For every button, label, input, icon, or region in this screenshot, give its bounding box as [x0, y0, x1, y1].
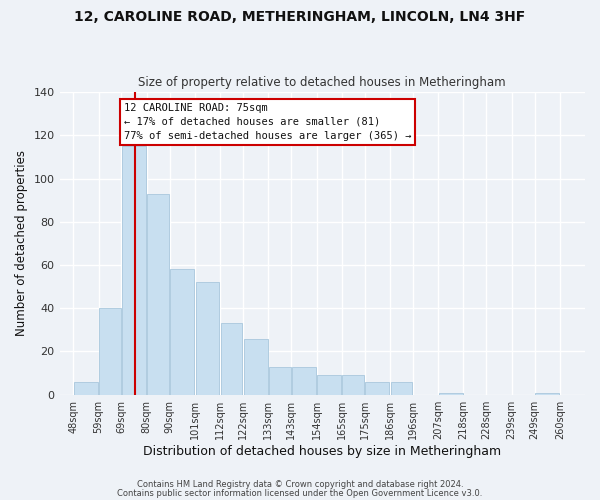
Bar: [365, 382, 389, 394]
Bar: [148, 194, 169, 394]
Bar: [292, 366, 316, 394]
Bar: [317, 376, 341, 394]
Bar: [343, 376, 364, 394]
Text: 12 CAROLINE ROAD: 75sqm
← 17% of detached houses are smaller (81)
77% of semi-de: 12 CAROLINE ROAD: 75sqm ← 17% of detache…: [124, 103, 411, 141]
Bar: [74, 382, 98, 394]
Text: 12, CAROLINE ROAD, METHERINGHAM, LINCOLN, LN4 3HF: 12, CAROLINE ROAD, METHERINGHAM, LINCOLN…: [74, 10, 526, 24]
X-axis label: Distribution of detached houses by size in Metheringham: Distribution of detached houses by size …: [143, 444, 502, 458]
Bar: [221, 324, 242, 394]
Title: Size of property relative to detached houses in Metheringham: Size of property relative to detached ho…: [139, 76, 506, 90]
Bar: [196, 282, 220, 395]
Bar: [170, 270, 194, 394]
Y-axis label: Number of detached properties: Number of detached properties: [15, 150, 28, 336]
Text: Contains HM Land Registry data © Crown copyright and database right 2024.: Contains HM Land Registry data © Crown c…: [137, 480, 463, 489]
Bar: [439, 392, 463, 394]
Bar: [122, 146, 146, 394]
Bar: [269, 366, 290, 394]
Bar: [535, 392, 559, 394]
Bar: [391, 382, 412, 394]
Bar: [99, 308, 121, 394]
Bar: [244, 338, 268, 394]
Text: Contains public sector information licensed under the Open Government Licence v3: Contains public sector information licen…: [118, 488, 482, 498]
